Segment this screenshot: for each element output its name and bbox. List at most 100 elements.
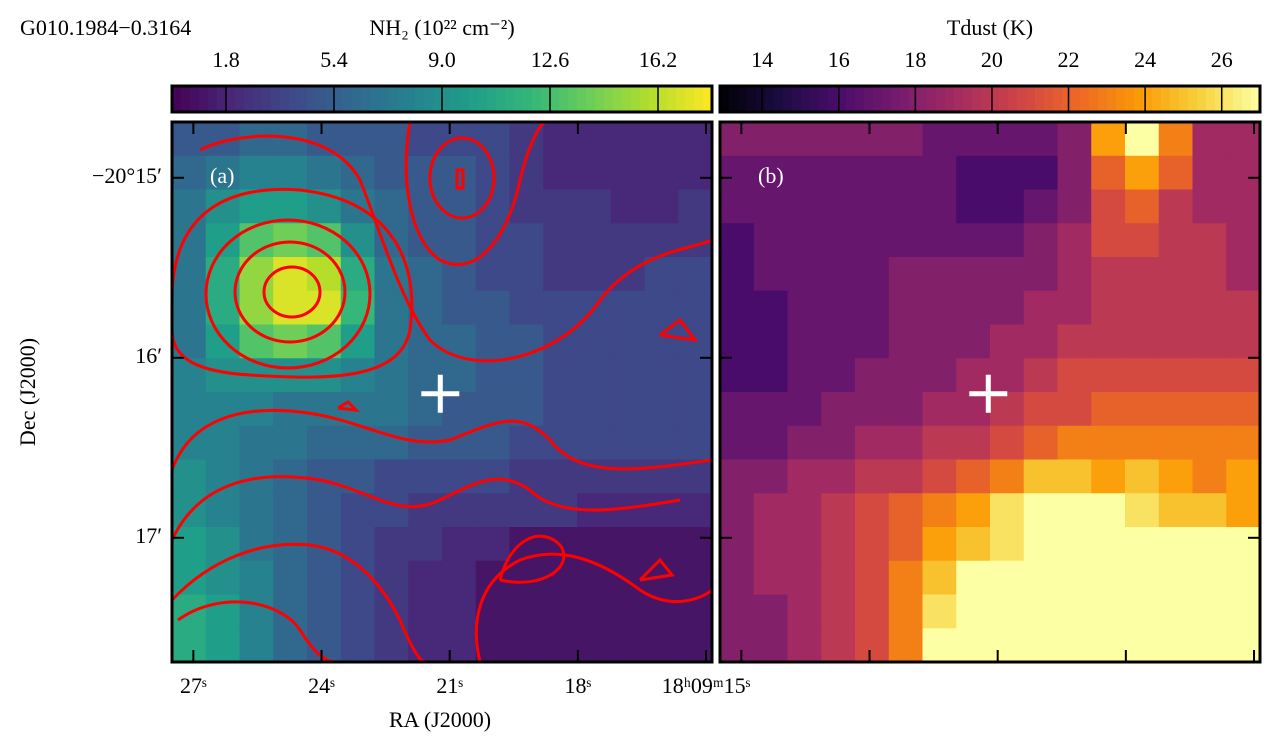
map-cell bbox=[408, 527, 443, 562]
map-cell bbox=[990, 628, 1025, 663]
map-cell bbox=[205, 324, 241, 359]
map-cell bbox=[1057, 392, 1092, 427]
map-cell bbox=[644, 527, 679, 562]
colorbar-segment bbox=[900, 86, 910, 112]
map-cell bbox=[1023, 223, 1059, 258]
map-cell bbox=[543, 459, 578, 494]
contour bbox=[474, 552, 712, 662]
map-cell bbox=[205, 358, 241, 393]
map-cell bbox=[855, 189, 890, 224]
map-cell bbox=[577, 527, 612, 562]
map-cell bbox=[1125, 425, 1160, 461]
colorbar-segment bbox=[550, 86, 560, 112]
map-cell bbox=[610, 223, 646, 258]
map-cell bbox=[205, 189, 241, 224]
x-tick-label: 21ˢ bbox=[436, 673, 463, 698]
map-cell bbox=[610, 189, 646, 224]
map-cell bbox=[720, 392, 755, 427]
map-cell bbox=[720, 594, 755, 629]
colorbar-segment bbox=[972, 86, 982, 112]
map-cell bbox=[408, 628, 443, 663]
map-cell bbox=[1023, 459, 1059, 494]
map-cell bbox=[1023, 493, 1059, 528]
map-cell bbox=[922, 358, 957, 393]
map-cell bbox=[720, 324, 755, 359]
map-cell bbox=[753, 257, 789, 292]
map-cell bbox=[374, 459, 409, 494]
colorbar-segment bbox=[810, 86, 820, 112]
map-cell bbox=[172, 155, 207, 191]
colorbar-segment bbox=[244, 86, 254, 112]
map-cell bbox=[273, 223, 308, 258]
map-cell bbox=[610, 527, 646, 562]
colorbar-segment bbox=[361, 86, 371, 112]
colorbar-segment bbox=[460, 86, 470, 112]
map-cell bbox=[956, 257, 991, 292]
map-cell bbox=[678, 189, 713, 224]
map-cell bbox=[577, 324, 612, 359]
map-cell bbox=[1091, 560, 1126, 596]
map-cell bbox=[888, 560, 924, 596]
map-cell bbox=[922, 155, 957, 191]
map-cell bbox=[956, 560, 991, 596]
map-cell bbox=[509, 560, 544, 596]
map-cell bbox=[610, 358, 646, 393]
map-cell bbox=[239, 122, 274, 157]
colorbar-segment bbox=[1242, 86, 1252, 112]
colorbar-segment bbox=[1026, 86, 1036, 112]
map-cell bbox=[888, 493, 924, 528]
map-cell bbox=[678, 392, 713, 427]
map-cell bbox=[753, 425, 789, 461]
map-cell bbox=[644, 493, 679, 528]
map-cell bbox=[374, 527, 409, 562]
map-cell bbox=[821, 290, 856, 326]
map-cell bbox=[1091, 122, 1126, 157]
contour bbox=[172, 408, 712, 471]
map-cell bbox=[340, 324, 376, 359]
map-cell bbox=[374, 594, 409, 629]
map-cell bbox=[644, 257, 679, 292]
panel-label: (a) bbox=[210, 163, 234, 188]
colorbar-segment bbox=[586, 86, 596, 112]
map-cell bbox=[340, 493, 376, 528]
colorbar-segment bbox=[352, 86, 362, 112]
map-cell bbox=[273, 290, 308, 326]
map-cell bbox=[1023, 290, 1059, 326]
map-cell bbox=[1023, 122, 1059, 157]
map-cell bbox=[888, 358, 924, 393]
map-cell bbox=[753, 155, 789, 191]
map-cell bbox=[922, 594, 957, 629]
map-cell bbox=[720, 290, 755, 326]
colorbar-segment bbox=[1224, 86, 1234, 112]
map-cell bbox=[1125, 257, 1160, 292]
map-cell bbox=[1192, 290, 1227, 326]
colorbar-segment bbox=[828, 86, 838, 112]
map-cell bbox=[678, 527, 713, 562]
map-cell bbox=[888, 189, 924, 224]
map-cell bbox=[821, 189, 856, 224]
map-cell bbox=[644, 628, 679, 663]
map-cell bbox=[888, 324, 924, 359]
map-cell bbox=[543, 155, 578, 191]
map-cell bbox=[1192, 257, 1227, 292]
colorbar-segment bbox=[190, 86, 200, 112]
map-cell bbox=[678, 257, 713, 292]
colorbar-segment bbox=[388, 86, 398, 112]
map-cell bbox=[720, 155, 755, 191]
map-cell bbox=[610, 459, 646, 494]
map-cell bbox=[922, 560, 957, 596]
map-cell bbox=[442, 527, 477, 562]
colorbar-segment bbox=[208, 86, 218, 112]
map-cell bbox=[1023, 257, 1059, 292]
map-cell bbox=[956, 358, 991, 393]
map-cell bbox=[1158, 122, 1194, 157]
map-cell bbox=[678, 324, 713, 359]
map-cell bbox=[442, 155, 477, 191]
map-cell bbox=[1192, 223, 1227, 258]
colorbar-tick-label: 9.0 bbox=[428, 47, 456, 72]
map-cell bbox=[990, 459, 1025, 494]
map-cell bbox=[205, 223, 241, 258]
map-cell bbox=[678, 290, 713, 326]
map-cell bbox=[1226, 189, 1261, 224]
colorbar-segment bbox=[747, 86, 757, 112]
